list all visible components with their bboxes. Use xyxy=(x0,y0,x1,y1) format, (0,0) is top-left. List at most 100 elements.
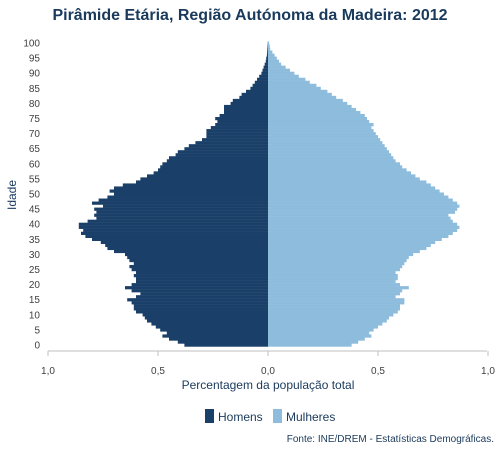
bar-women-age-86 xyxy=(268,83,317,87)
bar-men-age-75 xyxy=(215,116,268,121)
bar-women-age-80 xyxy=(268,101,348,106)
bar-men-age-84 xyxy=(246,89,268,94)
bar-men-age-4 xyxy=(166,331,268,335)
y-tick-labels: 0 5 10 15 20 25 30 35 40 45 50 55 60 65 70 75 80 85 90 95 10… xyxy=(23,39,40,352)
bar-men-age-82 xyxy=(239,95,268,100)
bar-women-age-62 xyxy=(268,156,394,160)
y-tick-label: 45 xyxy=(29,205,41,216)
bar-women-age-39 xyxy=(268,225,460,229)
bar-women-age-56 xyxy=(268,174,416,178)
bar-women-age-65 xyxy=(268,147,387,151)
bar-women-age-67 xyxy=(268,141,383,145)
bar-men-age-51 xyxy=(109,189,268,193)
bar-women-age-28 xyxy=(268,258,407,263)
bar-women-age-9 xyxy=(268,316,389,320)
bar-women-age-17 xyxy=(268,292,400,296)
bar-women-age-63 xyxy=(268,153,392,157)
x-tick-label: 0,0 xyxy=(261,366,275,377)
bar-men-age-53 xyxy=(122,183,268,187)
bar-men-age-74 xyxy=(217,120,268,124)
bar-women-age-6 xyxy=(268,325,378,329)
bar-men-age-15 xyxy=(127,298,268,302)
bar-men-age-19 xyxy=(125,286,268,290)
bar-men-age-87 xyxy=(254,80,268,84)
bar-men-age-23 xyxy=(133,274,268,278)
bar-women-age-51 xyxy=(268,189,440,193)
bar-women-age-24 xyxy=(268,271,396,275)
bar-women-age-78 xyxy=(268,107,356,112)
bar-women-age-81 xyxy=(268,98,343,103)
y-tick-label: 85 xyxy=(29,84,41,95)
bar-men-age-71 xyxy=(206,129,268,133)
bar-men-age-18 xyxy=(131,289,268,293)
bar-women-age-48 xyxy=(268,198,453,202)
bar-men-age-61 xyxy=(166,159,268,163)
bar-women-age-19 xyxy=(268,286,409,290)
bar-women-age-37 xyxy=(268,231,453,235)
bar-men-age-80 xyxy=(230,101,268,106)
bar-men-age-14 xyxy=(131,301,268,305)
bar-women-age-93 xyxy=(268,62,282,66)
bar-men-age-63 xyxy=(175,153,268,157)
bar-women-age-47 xyxy=(268,201,458,205)
bar-women-age-26 xyxy=(268,264,403,269)
y-tick-label: 60 xyxy=(29,159,41,170)
bar-women-age-41 xyxy=(268,219,453,223)
bar-men-age-62 xyxy=(169,156,268,160)
bar-women-age-84 xyxy=(268,89,328,94)
bar-men-age-94 xyxy=(265,59,268,63)
bar-men-age-34 xyxy=(100,240,268,245)
bar-men-age-69 xyxy=(206,135,268,139)
bar-men-age-54 xyxy=(136,180,268,184)
bar-men-age-47 xyxy=(92,201,268,205)
bar-men-age-93 xyxy=(264,62,268,66)
bar-men-age-92 xyxy=(263,65,268,69)
bar-men-age-11 xyxy=(136,310,268,314)
bar-women-age-52 xyxy=(268,186,436,190)
bar-women-age-5 xyxy=(268,328,374,332)
bar-women-age-79 xyxy=(268,104,352,109)
bar-women-age-60 xyxy=(268,162,400,166)
bar-men-age-56 xyxy=(147,174,268,178)
bar-men-age-66 xyxy=(188,144,268,148)
y-tick-label: 0 xyxy=(34,341,40,352)
y-tick-label: 40 xyxy=(29,220,41,231)
y-tick-label: 95 xyxy=(29,54,41,65)
bar-women-age-100 xyxy=(268,41,270,45)
bar-men-age-40 xyxy=(78,222,268,226)
bar-women-age-69 xyxy=(268,135,378,139)
y-tick-label: 65 xyxy=(29,144,41,155)
bar-women-age-14 xyxy=(268,301,405,305)
bar-women-age-1 xyxy=(268,340,359,344)
bar-men-age-13 xyxy=(133,304,268,308)
bar-women-age-38 xyxy=(268,228,458,232)
bar-men-age-55 xyxy=(140,177,268,181)
bar-women-age-96 xyxy=(268,53,275,57)
x-tick-label: 1,0 xyxy=(41,366,55,377)
bar-women-age-35 xyxy=(268,237,442,242)
bar-women-age-40 xyxy=(268,222,458,226)
bar-women-age-64 xyxy=(268,150,389,154)
bar-men-age-64 xyxy=(177,150,268,154)
bar-women-age-7 xyxy=(268,322,383,326)
legend-label-men: Homens xyxy=(218,410,263,424)
bar-men-age-57 xyxy=(153,171,268,175)
bar-women-age-76 xyxy=(268,113,365,118)
bar-women-age-13 xyxy=(268,304,400,308)
y-tick-label: 100 xyxy=(23,39,40,50)
y-tick-label: 25 xyxy=(29,265,41,276)
bar-men-age-86 xyxy=(252,83,268,87)
bar-women-age-58 xyxy=(268,168,407,172)
bar-women-age-73 xyxy=(268,123,374,127)
bar-men-age-43 xyxy=(94,213,268,217)
bar-men-age-10 xyxy=(142,313,268,317)
bar-men-age-90 xyxy=(261,71,268,75)
bar-men-age-6 xyxy=(155,325,268,329)
chart-title: Pirâmide Etária, Região Autónoma da Made… xyxy=(52,7,447,24)
bar-women-age-8 xyxy=(268,319,387,323)
x-tick-label: 0,5 xyxy=(151,366,165,377)
y-tick-label: 90 xyxy=(29,69,41,80)
bar-women-age-68 xyxy=(268,138,381,142)
y-tick-label: 50 xyxy=(29,190,41,201)
bar-women-age-21 xyxy=(268,280,396,284)
